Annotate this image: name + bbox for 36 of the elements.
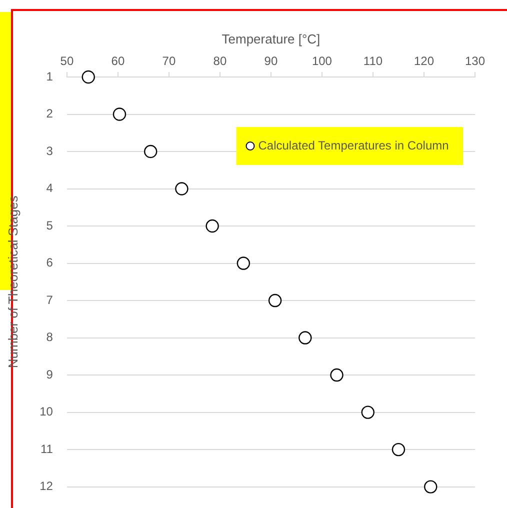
x-tick-label: 50 [60,54,74,68]
point [112,108,126,121]
y-tick-label: 1 [46,69,54,84]
x-tick-label: 60 [111,54,125,68]
y-tick-label: 12 [40,479,54,494]
x-tick-label: 120 [414,54,434,68]
point [424,480,438,494]
x-tick-label: 80 [213,54,227,68]
point [361,406,374,419]
y-tick-label: 10 [40,404,54,419]
y-tick-label: 7 [46,292,54,307]
point [82,70,95,84]
point [392,442,406,456]
x-tick-label: 70 [162,54,176,68]
point [268,294,282,308]
point [206,219,219,233]
y-tick-label: 4 [46,181,54,196]
y-tick-label: 9 [46,367,54,382]
point [330,368,344,382]
legend-label: Calculated Temperatures in Column [258,138,449,152]
x-axis-title: Temperature [°C] [222,31,320,46]
x-tick-label: 110 [363,54,383,68]
point [236,256,250,270]
y-tick-label: 5 [46,218,54,232]
point [175,182,188,196]
y-axis-title: Number of Theoretical Stages [5,195,20,368]
y-tick-label: 3 [46,144,54,158]
point [144,144,158,158]
y-tick-label: 11 [40,442,54,456]
y-tick-label: 2 [46,106,54,121]
x-tick-label: 130 [464,54,486,68]
point [298,331,312,344]
x-tick-label: 100 [312,54,332,68]
x-tick-label: 90 [264,54,278,68]
y-tick-label: 8 [46,330,54,344]
y-tick-label: 6 [46,256,54,270]
